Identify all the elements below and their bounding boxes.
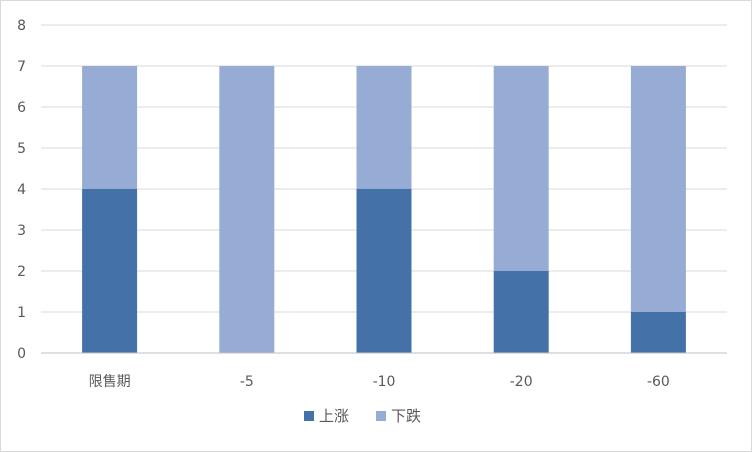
x-tick-label-0: 限售期 xyxy=(89,374,131,390)
y-tick-label-1: 1 xyxy=(17,305,26,321)
bar-fall-2 xyxy=(356,66,412,189)
bar-fall-4 xyxy=(630,66,686,312)
y-tick-label-5: 5 xyxy=(17,141,26,157)
y-tick-label-0: 0 xyxy=(17,346,26,362)
bar-rise-3 xyxy=(493,271,549,353)
bar-fall-1 xyxy=(219,66,275,353)
y-tick-label-4: 4 xyxy=(17,182,26,198)
y-axis-tick-labels: 0 1 2 3 4 5 6 7 8 xyxy=(17,18,26,362)
x-axis-tick-labels: 限售期 -5 -10 -20 -60 xyxy=(89,374,670,390)
bars xyxy=(82,66,686,353)
x-tick-label-4: -60 xyxy=(647,374,670,390)
x-tick-label-3: -20 xyxy=(510,374,533,390)
bar-rise-0 xyxy=(82,189,138,353)
y-tick-label-7: 7 xyxy=(17,59,26,75)
legend-label-0: 上涨 xyxy=(319,407,349,425)
legend-label-1: 下跌 xyxy=(391,407,421,425)
y-tick-label-8: 8 xyxy=(17,18,26,34)
x-tick-label-2: -10 xyxy=(373,374,396,390)
y-tick-label-2: 2 xyxy=(17,264,26,280)
bar-fall-3 xyxy=(493,66,549,271)
bar-rise-4 xyxy=(630,312,686,353)
legend: 上涨 下跌 xyxy=(304,407,421,425)
legend-swatch-0 xyxy=(304,411,314,421)
y-tick-label-3: 3 xyxy=(17,223,26,239)
x-tick-label-1: -5 xyxy=(240,374,254,390)
bar-fall-0 xyxy=(82,66,138,189)
legend-swatch-1 xyxy=(376,411,386,421)
y-tick-label-6: 6 xyxy=(17,100,26,116)
bar-rise-2 xyxy=(356,189,412,353)
